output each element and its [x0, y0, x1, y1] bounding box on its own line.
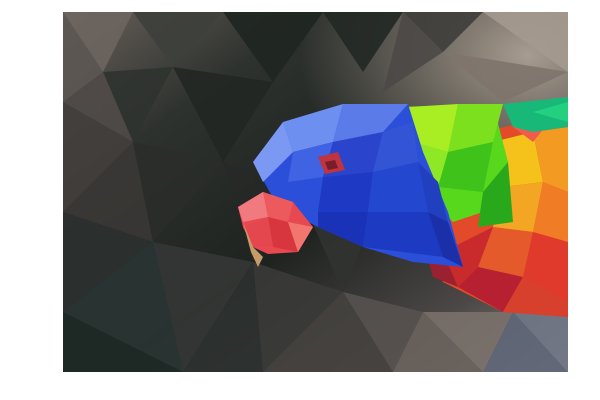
parrot	[238, 97, 568, 317]
background-facets	[63, 12, 568, 372]
low-poly-parrot-artwork	[63, 12, 568, 372]
